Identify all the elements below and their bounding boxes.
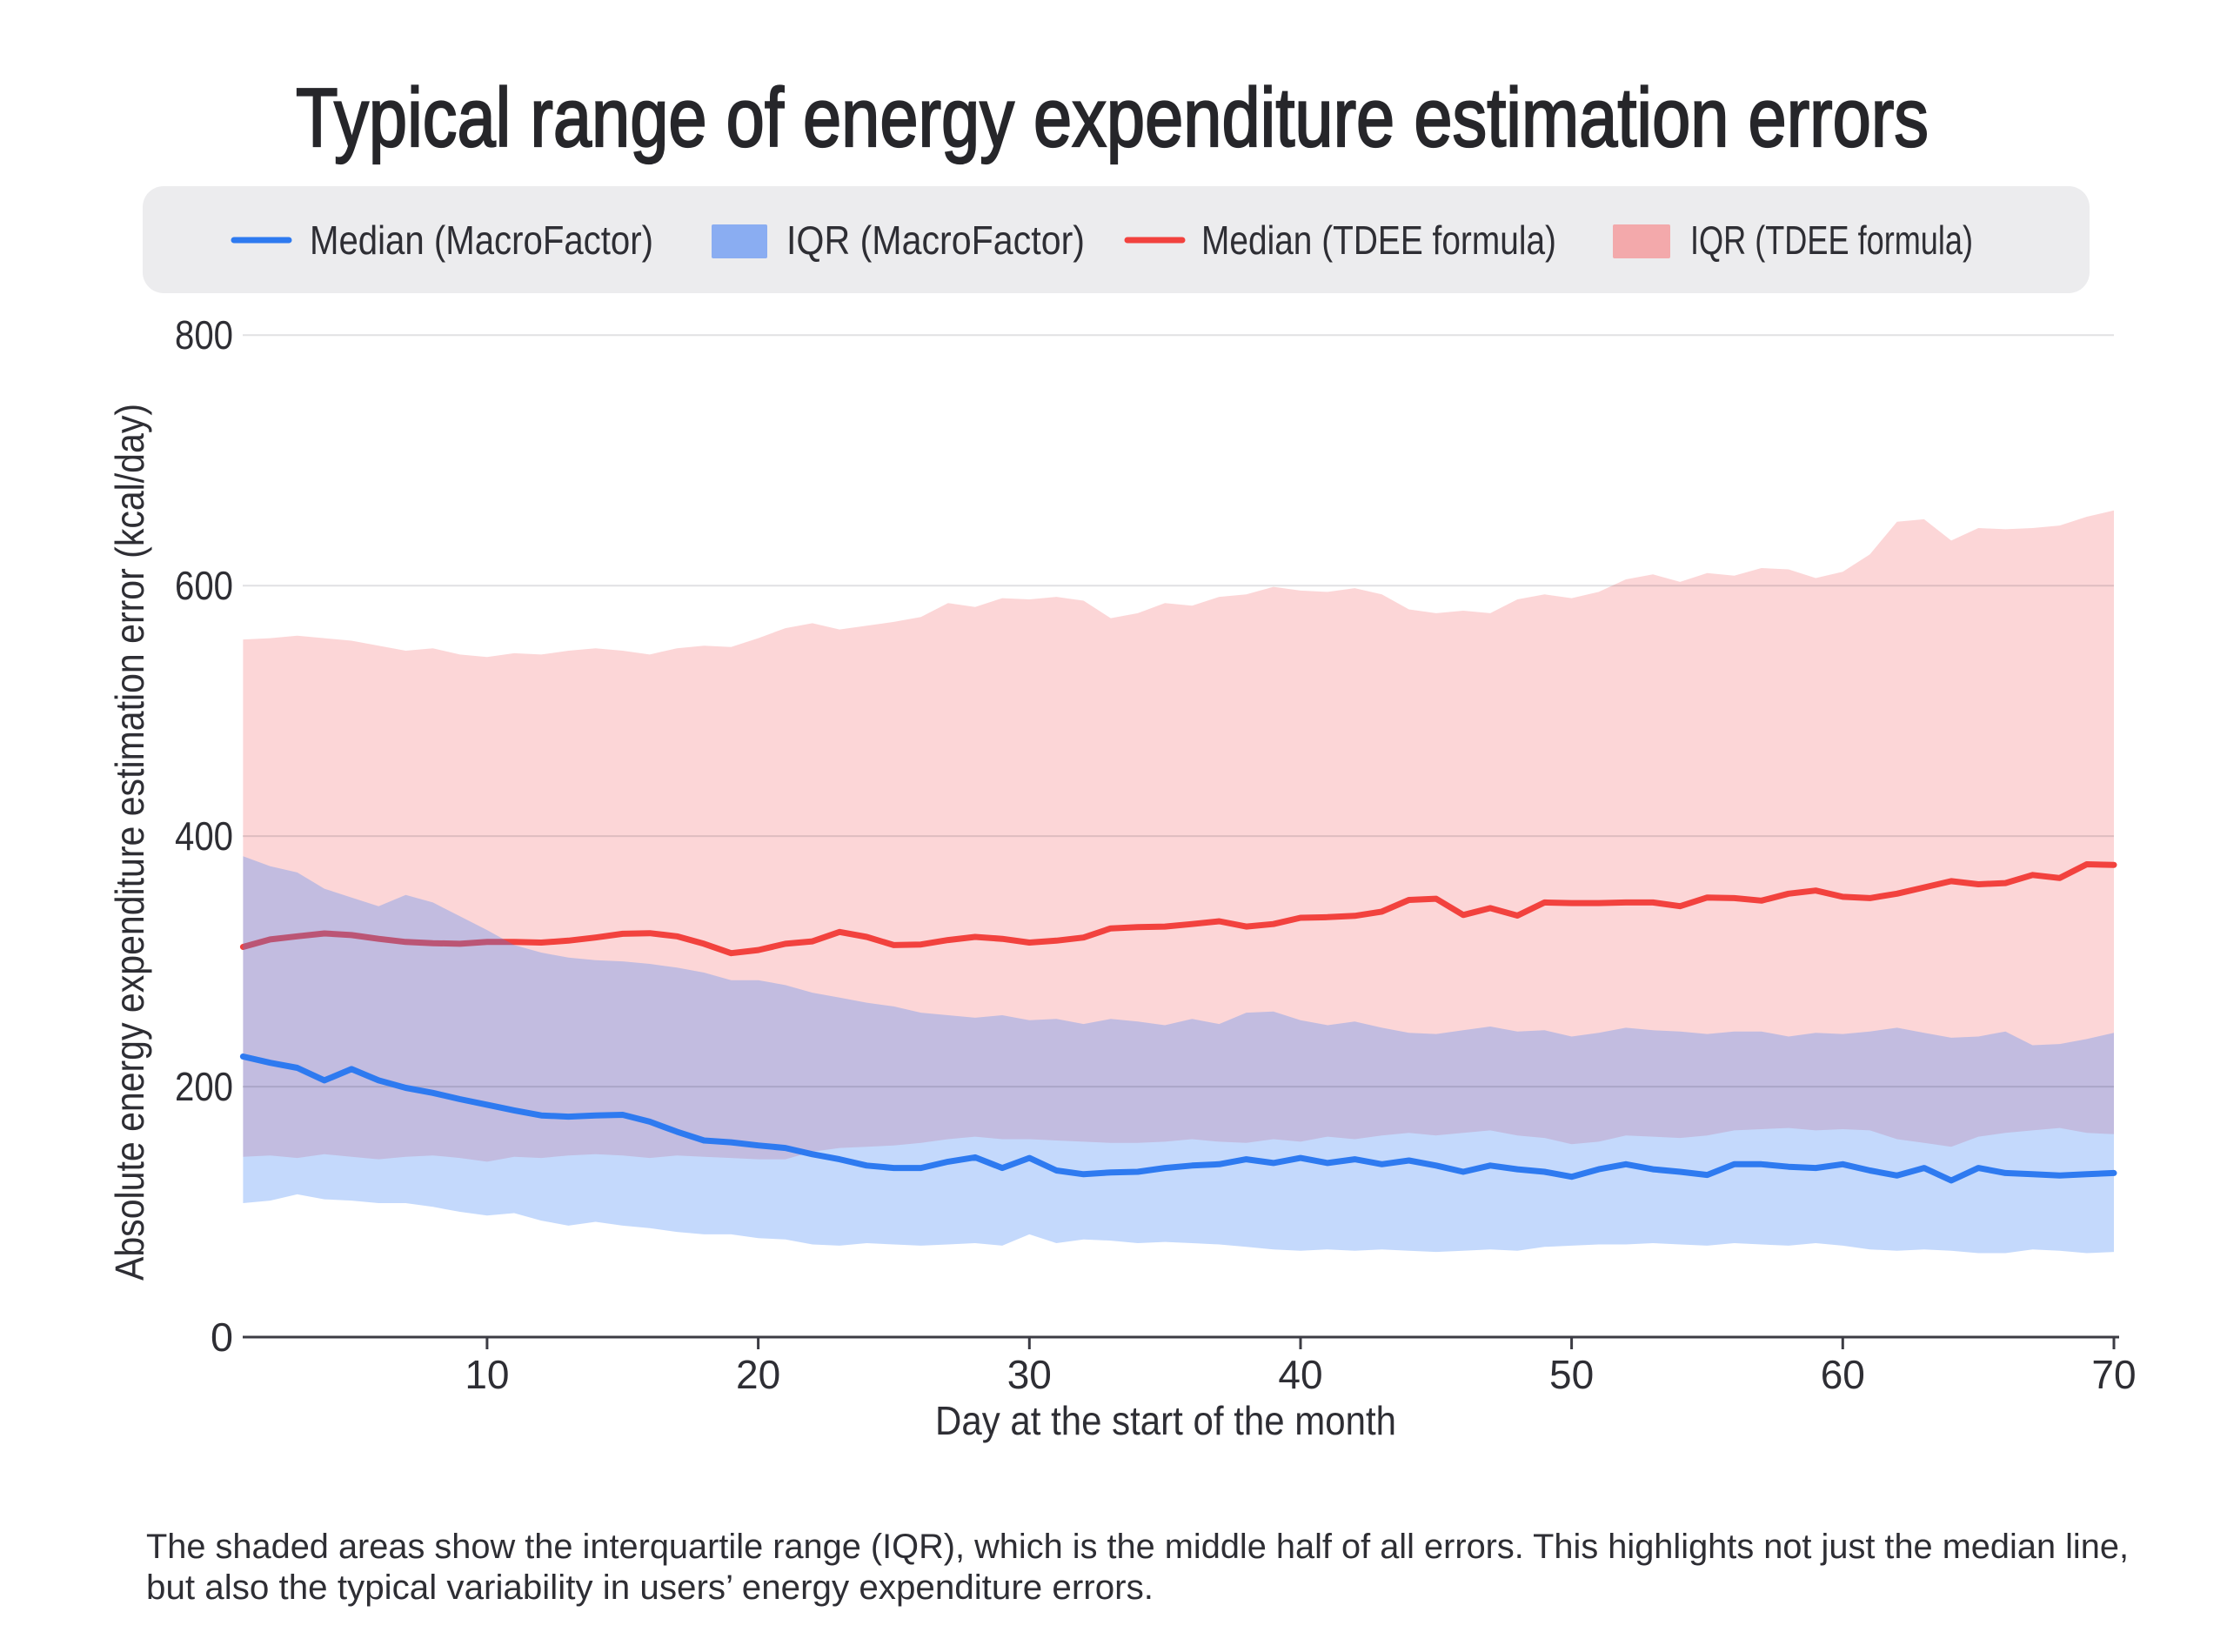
svg-text:but also the typical variabili: but also the typical variability in user… — [146, 1568, 1154, 1607]
svg-text:IQR (MacroFactor): IQR (MacroFactor) — [786, 217, 1085, 263]
svg-text:40: 40 — [1278, 1352, 1322, 1397]
svg-text:60: 60 — [1821, 1352, 1865, 1397]
svg-text:Day at the start of the month: Day at the start of the month — [935, 1398, 1396, 1443]
svg-text:Median (TDEE formula): Median (TDEE formula) — [1201, 217, 1556, 263]
svg-text:Absolute energy expenditure es: Absolute energy expenditure estimation e… — [107, 404, 152, 1281]
svg-text:IQR (TDEE formula): IQR (TDEE formula) — [1690, 217, 1973, 263]
svg-text:200: 200 — [175, 1064, 233, 1109]
svg-text:10: 10 — [465, 1352, 509, 1397]
svg-text:The shaded areas show the inte: The shaded areas show the interquartile … — [146, 1528, 2129, 1566]
svg-text:50: 50 — [1549, 1352, 1594, 1397]
svg-text:800: 800 — [175, 312, 233, 358]
svg-text:0: 0 — [211, 1314, 233, 1360]
svg-text:600: 600 — [175, 563, 233, 608]
svg-text:Typical range of energy expend: Typical range of energy expenditure esti… — [296, 71, 1929, 164]
svg-text:70: 70 — [2091, 1352, 2136, 1397]
svg-text:400: 400 — [175, 813, 233, 859]
svg-text:30: 30 — [1007, 1352, 1052, 1397]
svg-text:Median (MacroFactor): Median (MacroFactor) — [310, 217, 653, 263]
svg-text:20: 20 — [736, 1352, 780, 1397]
